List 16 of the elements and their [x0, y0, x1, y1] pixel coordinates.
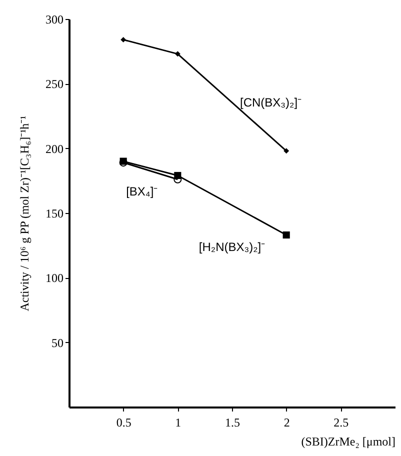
x-tick-label: 1: [175, 416, 182, 430]
y-axis-title: Activity / 10⁶ g PP (mol Zr)⁻¹[C₃H₆]⁻¹h⁻¹: [18, 115, 32, 312]
y-tick-label: 100: [46, 271, 64, 286]
x-axis-title: (SBI)ZrMe₂ [μmol]: [301, 434, 396, 448]
x-tick-label: 1.5: [225, 416, 240, 430]
y-tick-label: 250: [46, 77, 64, 92]
y-tick-label: 300: [46, 12, 64, 26]
x-tick-label: 2.5: [334, 416, 349, 430]
series-label: [BX₄]⁻: [126, 184, 158, 198]
y-tick-label: 50: [52, 336, 64, 350]
series-label: [CN(BX₃)₂]⁻: [240, 95, 302, 110]
x-tick-label: 0.5: [116, 416, 132, 430]
x-tick-label: 2: [284, 416, 290, 430]
y-tick-label: 150: [46, 206, 64, 220]
series-label: [H₂N(BX₃)₂]⁻: [198, 240, 266, 254]
y-tick-label: 200: [46, 142, 64, 156]
